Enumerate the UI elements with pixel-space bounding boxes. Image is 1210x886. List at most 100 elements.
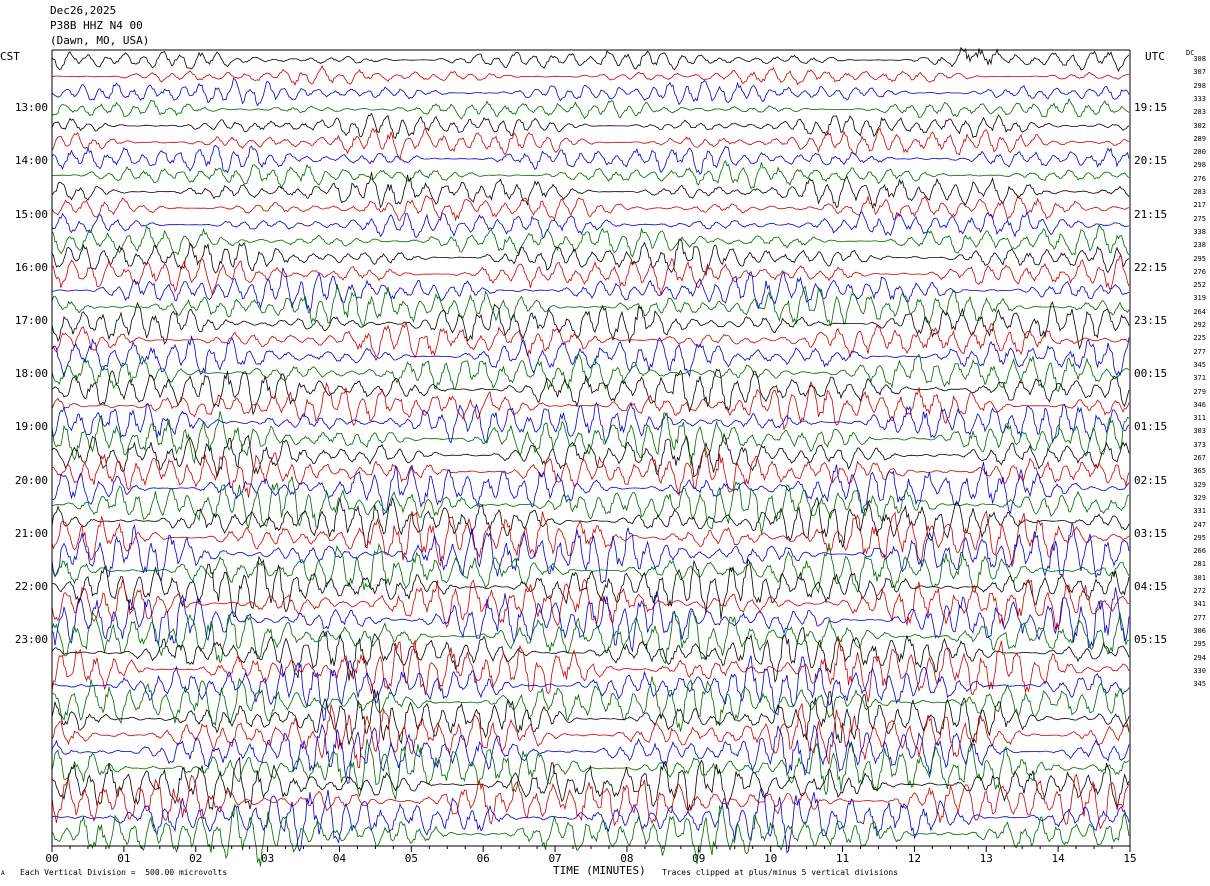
seismic-trace: [51, 627, 1130, 684]
left-timezone-label: CST: [0, 50, 20, 63]
dc-offset-value: 373: [1193, 440, 1206, 449]
dc-offset-value: 371: [1193, 374, 1206, 383]
dc-offset-value: 279: [1193, 387, 1206, 396]
plot-frame: [51, 49, 1131, 852]
dc-offset-value: 329: [1193, 493, 1206, 502]
right-timezone-label: UTC: [1145, 50, 1165, 63]
seismic-trace: [51, 77, 1130, 107]
seismic-trace: [51, 127, 1130, 161]
seismic-trace: [51, 172, 1130, 210]
seismic-trace: [51, 283, 1130, 327]
right-hour-label: 01:15: [1134, 420, 1168, 434]
right-hour-label: 05:15: [1134, 633, 1168, 647]
seismic-trace: [51, 211, 1130, 239]
seismic-trace: [51, 773, 1130, 830]
x-tick-label: 14: [1051, 852, 1065, 865]
dc-offset-value: 298: [1193, 81, 1206, 90]
seismic-trace: [51, 255, 1130, 296]
dc-offset-value: 308: [1193, 55, 1206, 63]
x-tick-label: 07: [548, 852, 562, 865]
corner-mark: A: [1, 870, 5, 877]
seismic-trace: [51, 676, 1130, 733]
x-tick-label: 04: [332, 852, 347, 865]
dc-offset-value: 275: [1193, 214, 1206, 223]
dc-offset-value: 266: [1193, 547, 1206, 556]
x-tick-label: 12: [907, 852, 922, 865]
header-location: (Dawn, MO, USA): [50, 34, 150, 47]
right-hour-label: 00:15: [1134, 367, 1168, 381]
dc-offset-value: 289: [1193, 134, 1206, 143]
right-hour-label: 22:15: [1134, 260, 1168, 274]
dc-offset-value: 283: [1193, 108, 1206, 117]
left-hour-label: 13:00: [14, 101, 48, 115]
seismic-trace: [51, 510, 1130, 567]
seismic-trace: [51, 64, 1130, 86]
dc-offset-value: 330: [1193, 666, 1206, 675]
seismic-trace: [51, 321, 1130, 358]
footer-clip-note: Traces clipped at plus/minus 5 vertical …: [662, 868, 899, 877]
dc-offset-value: 277: [1193, 613, 1206, 622]
dc-offset-value: 272: [1193, 587, 1206, 595]
dc-offset-value: 307: [1193, 68, 1206, 77]
x-tick-label: 05: [404, 852, 418, 865]
x-tick-label: 13: [979, 852, 993, 865]
dc-offset-value: 333: [1193, 94, 1206, 103]
right-hour-label: 04:15: [1134, 580, 1168, 593]
dc-offset-value: 217: [1193, 201, 1206, 210]
dc-offset-value: 267: [1193, 454, 1206, 462]
seismic-trace: [51, 655, 1130, 722]
dc-offset-value: 338: [1193, 227, 1206, 236]
right-hour-label: 21:15: [1134, 207, 1168, 221]
seismic-trace: [51, 411, 1130, 467]
seismic-trace: [51, 496, 1130, 549]
dc-offset-value: 301: [1193, 573, 1206, 582]
left-hour-label: 18:00: [14, 367, 48, 381]
x-tick-label: 15: [1123, 852, 1137, 865]
seismic-trace: [51, 401, 1130, 444]
dc-offset-value: 331: [1193, 507, 1206, 516]
dc-offset-value: 302: [1193, 121, 1206, 130]
seismic-trace: [51, 112, 1130, 140]
seismic-trace: [51, 476, 1130, 534]
seismic-trace: [51, 521, 1130, 584]
header-station: P38B HHZ N4 00: [50, 19, 143, 32]
seismic-trace: [51, 462, 1130, 516]
right-hour-label: 03:15: [1134, 526, 1168, 540]
dc-offset-value: 346: [1193, 400, 1206, 409]
left-hour-label: 20:00: [14, 473, 48, 487]
left-hour-label: 19:00: [14, 420, 48, 434]
seismic-trace: [51, 448, 1130, 498]
seismic-trace: [51, 194, 1130, 222]
seismic-trace: [51, 432, 1130, 478]
seismic-trace: [51, 380, 1130, 430]
dc-offset-value: 280: [1193, 148, 1206, 157]
header-date: Dec26,2025: [50, 4, 117, 17]
dc-offset-value: 345: [1193, 360, 1206, 369]
dc-offset-value: 298: [1193, 161, 1206, 170]
dc-offset-value: 283: [1193, 188, 1206, 196]
left-hour-label: 17:00: [14, 314, 48, 327]
seismic-trace: [51, 639, 1130, 703]
seismic-trace: [51, 609, 1130, 665]
left-hour-label: 21:00: [14, 526, 48, 540]
dc-offset-value: 277: [1193, 347, 1206, 356]
seismic-trace: [51, 689, 1130, 745]
seismic-trace: [51, 555, 1130, 620]
dc-offset-value: 276: [1193, 174, 1206, 183]
x-tick-label: 01: [117, 852, 131, 865]
dc-offset-value: 345: [1193, 680, 1206, 689]
x-tick-label: 06: [476, 852, 490, 865]
dc-header-label: DC: [1186, 49, 1195, 57]
left-hour-label: 15:00: [14, 207, 48, 221]
dc-offset-value: 311: [1193, 414, 1206, 423]
dc-offset-value: 294: [1193, 653, 1206, 662]
dc-offset-value: 276: [1193, 267, 1206, 276]
dc-offset-value: 247: [1193, 520, 1206, 529]
seismic-trace: [51, 159, 1130, 190]
dc-offset-value: 295: [1193, 254, 1206, 263]
seismic-trace: [51, 703, 1130, 769]
x-tick-label: 02: [189, 852, 203, 865]
trace-group: [51, 46, 1130, 867]
seismic-trace: [51, 368, 1130, 416]
